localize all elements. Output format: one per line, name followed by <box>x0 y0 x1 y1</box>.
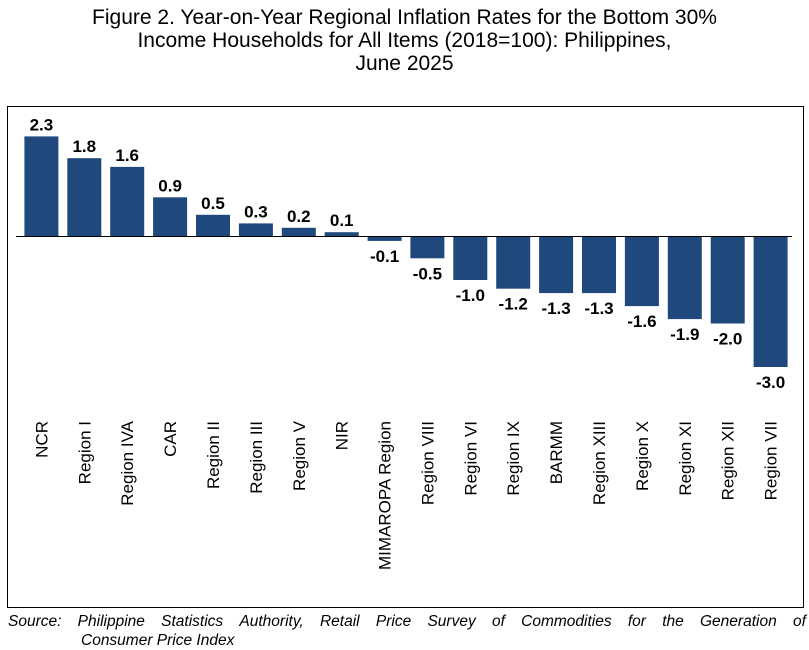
bar-value-label: -1.9 <box>670 325 699 344</box>
category-label: Region XI <box>676 421 695 496</box>
category-label: Region VII <box>762 421 781 500</box>
bar <box>710 236 745 324</box>
source-line-1: Source: Philippine Statistics Authority, Re… <box>8 612 806 631</box>
bar <box>667 236 702 320</box>
source-note: Source: Philippine Statistics Authority, Re… <box>8 612 806 650</box>
bar <box>367 236 402 241</box>
source-word: for <box>627 613 646 630</box>
source-word: Philippine <box>77 613 145 630</box>
source-word: Authority, <box>239 613 304 630</box>
bar-value-label: 0.3 <box>244 202 268 221</box>
category-label: Region I <box>75 421 94 484</box>
bar-value-label: -0.1 <box>370 247 399 266</box>
source-word: of <box>792 613 806 630</box>
source-word: Survey <box>427 613 476 630</box>
category-label: MIMAROPA Region <box>376 421 395 570</box>
bar <box>624 236 659 307</box>
chart-title: Figure 2. Year-on-Year Regional Inflatio… <box>0 6 809 75</box>
bar <box>496 236 531 289</box>
bar-value-label: 1.6 <box>115 146 139 165</box>
category-label: Region III <box>247 421 266 494</box>
bar <box>238 223 273 237</box>
chart-frame <box>7 106 804 608</box>
bar <box>410 236 445 259</box>
category-label: NCR <box>32 421 51 458</box>
source-word: Commodities <box>521 613 612 630</box>
bar-value-label: 0.5 <box>201 194 225 213</box>
bar <box>110 166 145 237</box>
bar-value-label: 0.2 <box>287 207 311 226</box>
bar-value-label: 0.1 <box>330 211 354 230</box>
title-line-1: Figure 2. Year-on-Year Regional Inflatio… <box>92 6 717 29</box>
bar-value-label: -2.0 <box>713 330 742 349</box>
title-line-2: Income Households for All Items (2018=10… <box>137 29 672 52</box>
category-label: Region XIII <box>590 421 609 505</box>
category-label: Region X <box>633 421 652 491</box>
bar <box>453 236 488 280</box>
source-word: Retail <box>319 613 360 630</box>
bar-value-label: -1.3 <box>584 299 613 318</box>
bar-value-label: 0.9 <box>158 176 182 195</box>
category-label: Region IX <box>504 421 523 496</box>
source-line-2: Consumer Price Index <box>81 632 235 649</box>
bar <box>281 227 316 237</box>
bar-value-label: -1.3 <box>541 299 570 318</box>
title-line-3: June 2025 <box>355 52 454 75</box>
source-label: Source: <box>8 613 62 630</box>
bar-value-label: 1.8 <box>72 137 96 156</box>
category-label: CAR <box>161 421 180 457</box>
category-label: Region VIII <box>418 421 437 505</box>
bar-value-label: -1.0 <box>456 286 485 305</box>
source-word: Generation <box>700 613 777 630</box>
bar-value-label: -3.0 <box>756 373 785 392</box>
bar <box>24 136 59 237</box>
value-labels-group: 2.3 1.8 1.6 0.9 0.5 0.3 0.2 0.1 -0.1 -0.5 -1.0 -1.2… <box>30 115 786 392</box>
category-label: NIR <box>333 421 352 450</box>
bar-value-label: -1.2 <box>499 295 528 314</box>
bar <box>153 197 188 237</box>
source-word: Statistics <box>161 613 224 630</box>
bar <box>324 232 359 237</box>
bar <box>67 158 102 237</box>
bar <box>539 236 574 294</box>
bar <box>196 214 230 237</box>
bar-value-label: 2.3 <box>30 115 54 134</box>
bars-group <box>24 136 788 367</box>
source-word: Price <box>375 613 412 630</box>
source-word: of <box>491 613 505 630</box>
category-label: Region II <box>204 421 223 489</box>
category-label: Region V <box>290 420 309 491</box>
category-labels-group: NCR Region I Region IVA CAR Region II Region … <box>32 420 780 570</box>
category-label: Region XII <box>719 421 738 500</box>
source-word: the <box>662 613 684 630</box>
category-label: BARMM <box>547 421 566 484</box>
bar <box>582 236 616 294</box>
bar-value-label: -1.6 <box>627 312 656 331</box>
bar-value-label: -0.5 <box>413 264 442 283</box>
bar <box>753 236 788 367</box>
category-label: Region VI <box>461 421 480 496</box>
category-label: Region IVA <box>118 420 137 505</box>
